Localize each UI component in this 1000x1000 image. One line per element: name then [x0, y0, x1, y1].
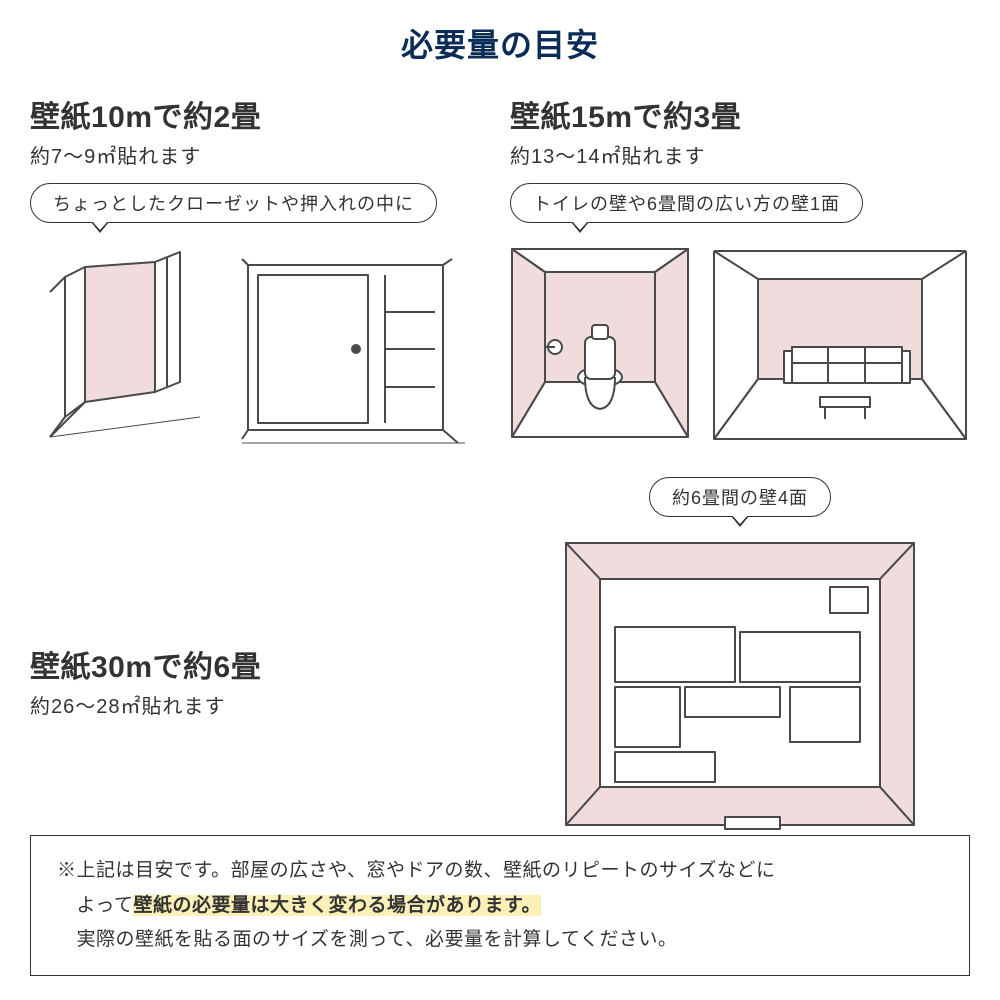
section-30m-illustration-block: 約6畳間の壁4面	[510, 477, 970, 837]
bubble-10m: ちょっとしたクローゼットや押入れの中に	[30, 183, 437, 223]
sub-15m: 約13〜14㎡貼れます	[510, 140, 970, 169]
sub-30m: 約26〜28㎡貼れます	[30, 690, 470, 719]
note-line-1: ※上記は目安です。部屋の広さや、窓やドアの数、壁紙のリピートのサイズなどに	[57, 854, 943, 888]
page-title: 必要量の目安	[0, 0, 1000, 92]
closet-illustration	[30, 247, 220, 447]
sub-10m: 約7〜9㎡貼れます	[30, 140, 470, 169]
section-15m: 壁紙15mで約3畳 約13〜14㎡貼れます トイレの壁や6畳間の広い方の壁1面	[510, 92, 970, 447]
toilet-room-illustration	[510, 247, 690, 447]
disclaimer-box: ※上記は目安です。部屋の広さや、窓やドアの数、壁紙のリピートのサイズなどに よっ…	[30, 835, 970, 976]
oshiire-illustration	[240, 257, 470, 447]
note-line-2: よって壁紙の必要量は大きく変わる場合があります。	[57, 889, 943, 923]
room-accent-wall-illustration	[710, 247, 970, 447]
room-4walls-illustration	[560, 537, 920, 837]
section-10m: 壁紙10mで約2畳 約7〜9㎡貼れます ちょっとしたクローゼットや押入れの中に	[30, 92, 470, 447]
bubble-15m: トイレの壁や6畳間の広い方の壁1面	[510, 183, 863, 223]
section-30m: 壁紙30mで約6畳 約26〜28㎡貼れます	[30, 582, 470, 733]
heading-15m: 壁紙15mで約3畳	[510, 92, 970, 136]
heading-10m: 壁紙10mで約2畳	[30, 92, 470, 136]
content-grid: 壁紙10mで約2畳 約7〜9㎡貼れます ちょっとしたクローゼットや押入れの中に	[0, 92, 1000, 837]
note-line-2-prefix: よって	[57, 895, 133, 916]
note-highlight: 壁紙の必要量は大きく変わる場合があります。	[133, 895, 541, 916]
note-line-3: 実際の壁紙を貼る面のサイズを測って、必要量を計算してください。	[57, 923, 943, 957]
heading-30m: 壁紙30mで約6畳	[30, 642, 470, 686]
bubble-30m: 約6畳間の壁4面	[649, 477, 831, 517]
